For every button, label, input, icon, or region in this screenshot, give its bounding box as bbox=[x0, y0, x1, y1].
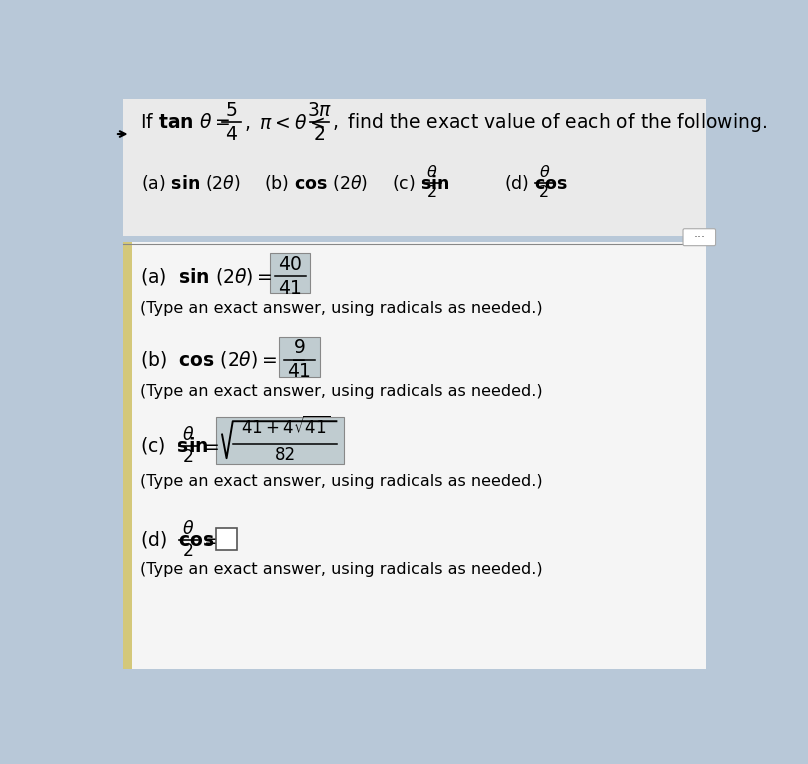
FancyBboxPatch shape bbox=[683, 228, 716, 246]
Text: 9: 9 bbox=[293, 338, 305, 358]
Text: (a) $\mathbf{sin}\ (2\theta)$: (a) $\mathbf{sin}\ (2\theta)$ bbox=[141, 173, 241, 193]
Text: (b)  $\mathbf{cos}\ (2\theta)=\ -$: (b) $\mathbf{cos}\ (2\theta)=\ -$ bbox=[140, 349, 306, 370]
Bar bbox=[280, 336, 319, 377]
Text: 2: 2 bbox=[427, 185, 437, 200]
Bar bbox=[216, 528, 238, 550]
Text: 82: 82 bbox=[275, 446, 296, 464]
Text: (a)  $\mathbf{sin}\ (2\theta)=$: (a) $\mathbf{sin}\ (2\theta)=$ bbox=[140, 266, 272, 287]
Text: If $\mathbf{tan}\ \theta=$: If $\mathbf{tan}\ \theta=$ bbox=[140, 113, 229, 132]
Text: $,\ \pi<\theta<$: $,\ \pi<\theta<$ bbox=[244, 112, 326, 133]
Text: 2: 2 bbox=[539, 185, 549, 200]
Text: $\theta$: $\theta$ bbox=[539, 164, 550, 180]
Text: 40: 40 bbox=[278, 255, 302, 274]
Bar bbox=[123, 242, 132, 669]
Text: $\theta$: $\theta$ bbox=[183, 520, 195, 538]
Text: $41+4\sqrt{41}$: $41+4\sqrt{41}$ bbox=[241, 416, 330, 439]
Text: (d) $\mathbf{cos}$: (d) $\mathbf{cos}$ bbox=[504, 173, 568, 193]
Text: 4: 4 bbox=[225, 125, 238, 144]
Text: (Type an exact answer, using radicals as needed.): (Type an exact answer, using radicals as… bbox=[140, 474, 542, 489]
Text: (b) $\mathbf{cos}\ (2\theta)$: (b) $\mathbf{cos}\ (2\theta)$ bbox=[263, 173, 368, 193]
Text: (d)  $\mathbf{cos}$: (d) $\mathbf{cos}$ bbox=[140, 529, 214, 550]
Bar bbox=[123, 242, 705, 669]
Text: $=$: $=$ bbox=[200, 530, 220, 549]
Text: ···: ··· bbox=[693, 231, 705, 244]
Text: (c) $\mathbf{sin}$: (c) $\mathbf{sin}$ bbox=[392, 173, 449, 193]
Bar bbox=[216, 416, 343, 465]
Text: (c)  $\mathbf{sin}$: (c) $\mathbf{sin}$ bbox=[140, 435, 208, 456]
Text: 41: 41 bbox=[278, 279, 302, 298]
Text: (Type an exact answer, using radicals as needed.): (Type an exact answer, using radicals as… bbox=[140, 562, 542, 577]
Text: 2: 2 bbox=[183, 448, 194, 466]
Bar bbox=[123, 99, 705, 236]
Bar bbox=[270, 254, 310, 293]
Text: 41: 41 bbox=[288, 362, 311, 381]
Text: 2: 2 bbox=[183, 542, 194, 560]
Text: (Type an exact answer, using radicals as needed.): (Type an exact answer, using radicals as… bbox=[140, 301, 542, 316]
Text: $\theta$: $\theta$ bbox=[426, 164, 438, 180]
Text: 5: 5 bbox=[225, 101, 237, 120]
Text: $\theta$: $\theta$ bbox=[183, 426, 195, 444]
Text: $,$ find the exact value of each of the following.: $,$ find the exact value of each of the … bbox=[332, 111, 767, 134]
Text: 2: 2 bbox=[314, 125, 326, 144]
Text: (Type an exact answer, using radicals as needed.): (Type an exact answer, using radicals as… bbox=[140, 384, 542, 400]
Text: $3\pi$: $3\pi$ bbox=[307, 101, 332, 120]
Text: $=$: $=$ bbox=[200, 436, 220, 455]
